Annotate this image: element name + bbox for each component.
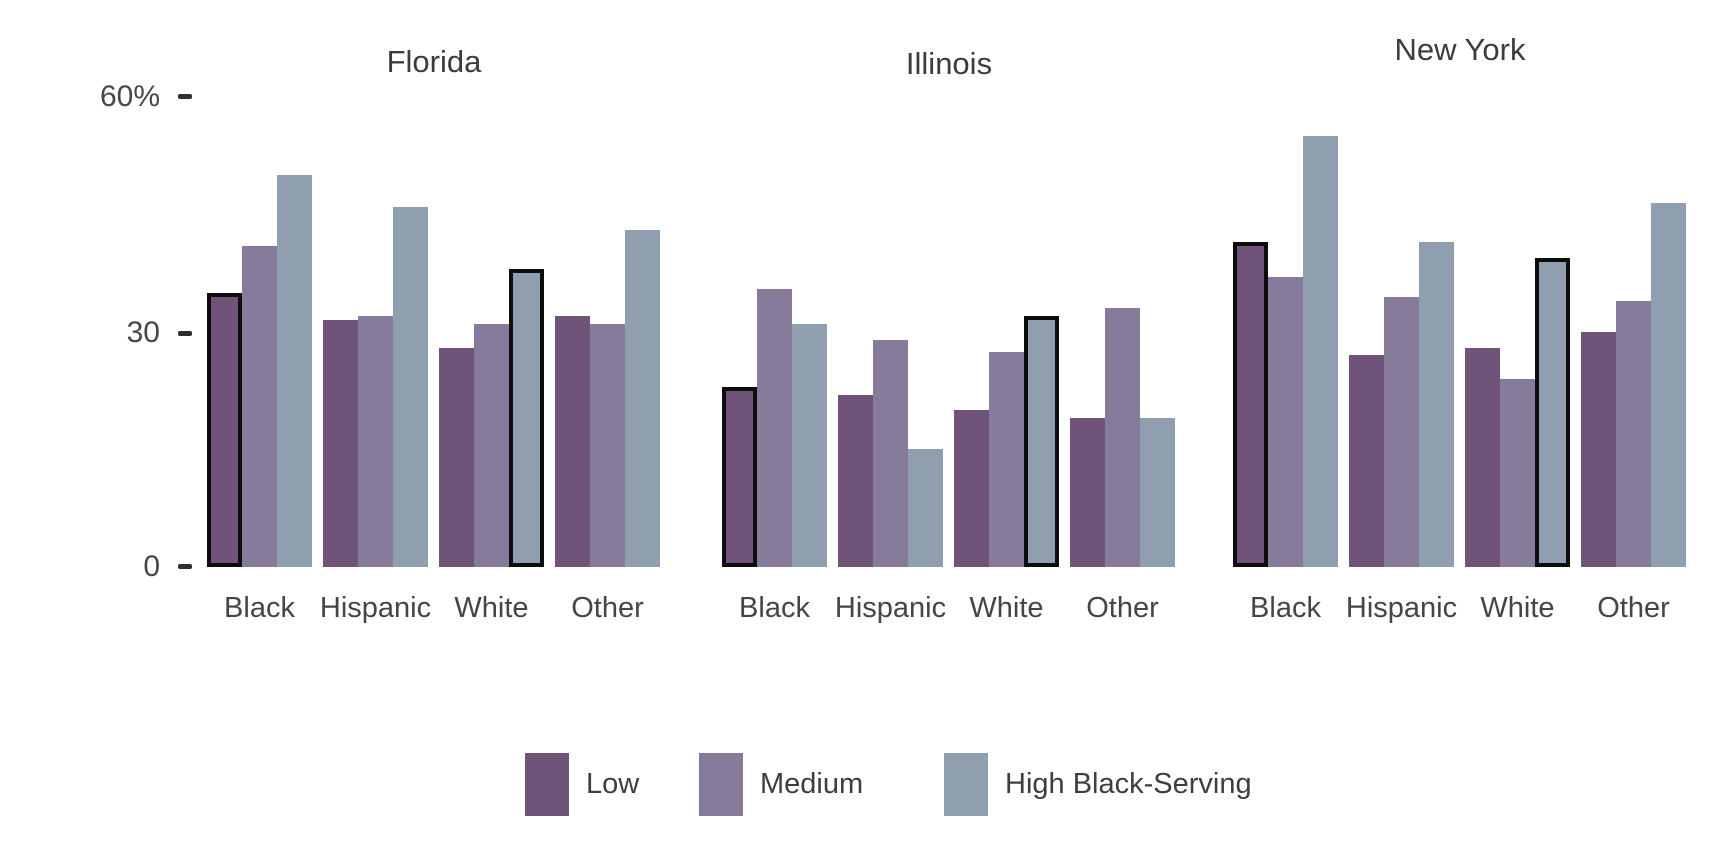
- bar-illinois-hispanic-high-black-serving: [908, 449, 943, 567]
- bar-florida-black-low: [207, 293, 242, 567]
- axis-label-illinois-white: White: [969, 592, 1044, 624]
- legend-item-medium: Medium: [699, 753, 863, 816]
- bar-group-florida-other: [555, 230, 660, 567]
- axis-label-illinois-black: Black: [739, 592, 810, 624]
- bar-florida-other-low: [555, 316, 590, 567]
- panel-bars-illinois: [722, 97, 1175, 567]
- bar-group-new-york-hispanic: [1349, 242, 1454, 567]
- bar-florida-hispanic-low: [323, 320, 358, 567]
- bar-group-florida-hispanic: [323, 207, 428, 567]
- bar-new-york-white-medium: [1500, 379, 1535, 567]
- bar-new-york-black-high-black-serving: [1303, 136, 1338, 567]
- bar-new-york-hispanic-medium: [1384, 297, 1419, 567]
- axis-label-florida-hispanic: Hispanic: [319, 592, 432, 624]
- bar-florida-white-low: [439, 348, 474, 567]
- bar-florida-black-high-black-serving: [277, 175, 312, 567]
- bar-new-york-hispanic-low: [1349, 355, 1384, 567]
- bar-illinois-other-medium: [1105, 308, 1140, 567]
- bar-florida-white-medium: [474, 324, 509, 567]
- axis-label-florida-other: Other: [571, 592, 644, 624]
- bar-group-florida-white: [439, 269, 544, 567]
- bar-new-york-other-low: [1581, 332, 1616, 567]
- bar-group-florida-black: [207, 175, 312, 567]
- axis-label-illinois-other: Other: [1086, 592, 1159, 624]
- panel-bars-florida: [207, 97, 660, 567]
- axis-label-florida-black: Black: [224, 592, 295, 624]
- y-axis-label-60: 60%: [99, 80, 160, 113]
- axis-label-new-york-white: White: [1480, 592, 1555, 624]
- y-axis-label-30: 30: [126, 316, 160, 349]
- y-axis-label-0: 0: [143, 550, 160, 583]
- legend-swatch-high-black-serving: [944, 753, 988, 816]
- bar-group-illinois-hispanic: [838, 340, 943, 567]
- axis-label-florida-white: White: [454, 592, 529, 624]
- bar-florida-other-high-black-serving: [625, 230, 660, 567]
- bar-illinois-white-low: [954, 410, 989, 567]
- panel-bars-new-york: [1233, 97, 1686, 567]
- bar-group-illinois-white: [954, 316, 1059, 567]
- bar-new-york-white-high-black-serving: [1535, 258, 1570, 567]
- panel-title-new-york: New York: [1394, 32, 1526, 67]
- axis-label-new-york-hispanic: Hispanic: [1345, 592, 1458, 624]
- legend-item-high-black-serving: High Black-Serving: [944, 753, 1252, 816]
- legend-label-high-black-serving: High Black-Serving: [1005, 768, 1252, 800]
- bar-group-illinois-other: [1070, 308, 1175, 567]
- panel-title-illinois: Illinois: [905, 46, 993, 81]
- bar-illinois-hispanic-low: [838, 395, 873, 567]
- bar-florida-black-medium: [242, 246, 277, 567]
- bar-new-york-white-low: [1465, 348, 1500, 567]
- y-tick-mark-30: [178, 331, 192, 336]
- legend-item-low: Low: [525, 753, 639, 816]
- bar-florida-hispanic-high-black-serving: [393, 207, 428, 567]
- legend-label-medium: Medium: [760, 768, 864, 800]
- bar-florida-hispanic-medium: [358, 316, 393, 567]
- axis-label-illinois-hispanic: Hispanic: [834, 592, 947, 624]
- bar-new-york-hispanic-high-black-serving: [1419, 242, 1454, 567]
- legend-swatch-medium: [699, 753, 743, 816]
- bar-new-york-other-medium: [1616, 301, 1651, 567]
- bar-new-york-black-low: [1233, 242, 1268, 567]
- bar-group-new-york-white: [1465, 258, 1570, 567]
- y-tick-mark-0: [178, 564, 192, 569]
- bar-illinois-white-medium: [989, 352, 1024, 567]
- bar-florida-other-medium: [590, 324, 625, 567]
- bar-illinois-other-high-black-serving: [1140, 418, 1175, 567]
- bar-florida-white-high-black-serving: [509, 269, 544, 567]
- bar-illinois-other-low: [1070, 418, 1105, 567]
- bar-illinois-black-low: [722, 387, 757, 567]
- bar-new-york-black-medium: [1268, 277, 1303, 567]
- axis-label-new-york-black: Black: [1250, 592, 1321, 624]
- legend-label-low: Low: [586, 768, 640, 800]
- bar-illinois-white-high-black-serving: [1024, 316, 1059, 567]
- legend-swatch-low: [525, 753, 569, 816]
- bar-illinois-hispanic-medium: [873, 340, 908, 567]
- panel-title-florida: Florida: [386, 44, 482, 79]
- bar-illinois-black-high-black-serving: [792, 324, 827, 567]
- bar-new-york-other-high-black-serving: [1651, 203, 1686, 567]
- bar-group-new-york-black: [1233, 136, 1338, 567]
- bar-group-illinois-black: [722, 289, 827, 567]
- bar-group-new-york-other: [1581, 203, 1686, 567]
- axis-label-new-york-other: Other: [1597, 592, 1670, 624]
- bar-illinois-black-medium: [757, 289, 792, 567]
- y-tick-mark-60: [178, 94, 192, 99]
